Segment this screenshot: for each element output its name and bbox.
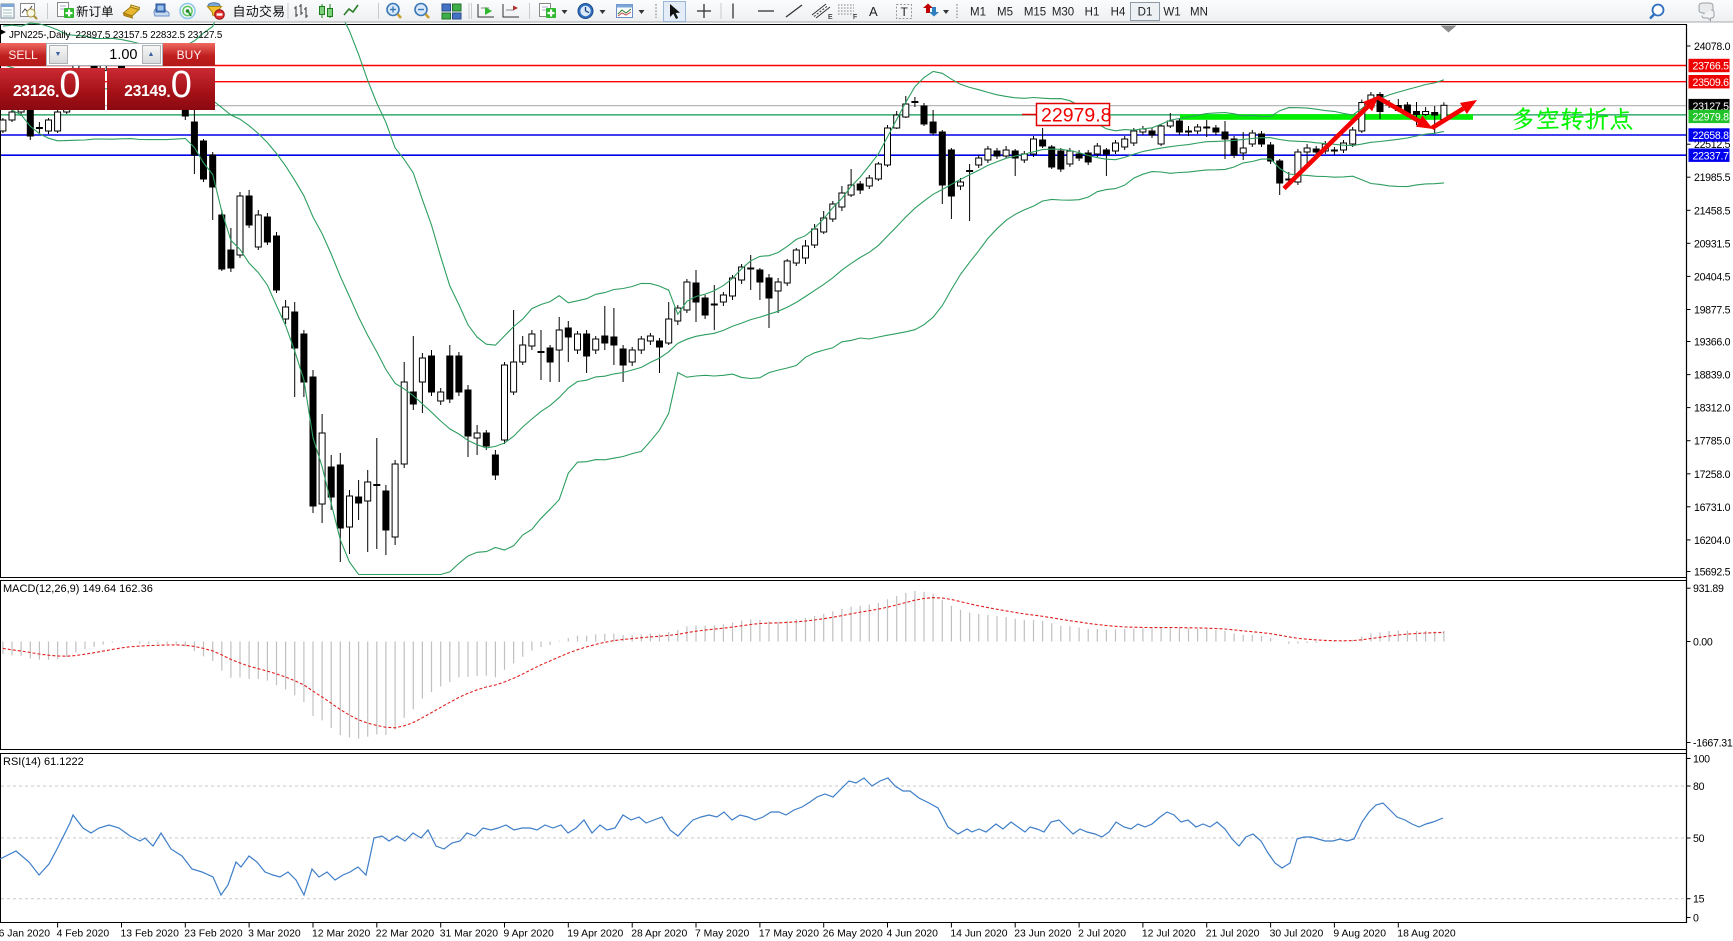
svg-text:23766.5: 23766.5 — [1693, 61, 1730, 73]
svg-text:22512.5: 22512.5 — [1694, 139, 1731, 151]
svg-text:4 Jun 2020: 4 Jun 2020 — [887, 929, 939, 940]
svg-text:17 May 2020: 17 May 2020 — [759, 929, 819, 940]
svg-text:22979.8: 22979.8 — [1693, 112, 1730, 124]
svg-text:21985.5: 21985.5 — [1694, 172, 1731, 184]
svg-text:M15: M15 — [1024, 7, 1046, 19]
svg-text:T: T — [901, 5, 909, 19]
svg-text:0: 0 — [1693, 913, 1699, 925]
svg-text:30 Jul 2020: 30 Jul 2020 — [1270, 929, 1324, 940]
svg-text:31 Mar 2020: 31 Mar 2020 — [440, 929, 499, 940]
svg-text:22658.8: 22658.8 — [1693, 130, 1730, 142]
svg-text:A: A — [869, 4, 878, 19]
svg-text:17258.0: 17258.0 — [1694, 469, 1731, 481]
svg-text:80: 80 — [1693, 781, 1705, 793]
svg-text:26 May 2020: 26 May 2020 — [823, 929, 883, 940]
svg-text:28 Apr 2020: 28 Apr 2020 — [631, 929, 687, 940]
svg-text:15: 15 — [1693, 894, 1705, 906]
svg-text:RSI(14) 61.1222: RSI(14) 61.1222 — [3, 756, 84, 768]
svg-text:E: E — [828, 14, 833, 21]
svg-text:24078.0: 24078.0 — [1694, 41, 1731, 53]
svg-text:20404.5: 20404.5 — [1694, 271, 1731, 283]
svg-text:15692.5: 15692.5 — [1694, 567, 1731, 579]
svg-text:22337.7: 22337.7 — [1693, 150, 1730, 162]
svg-text:M1: M1 — [970, 7, 986, 19]
svg-text:M5: M5 — [997, 7, 1013, 19]
svg-text:12 Jul 2020: 12 Jul 2020 — [1142, 929, 1196, 940]
svg-text:0.00: 0.00 — [1693, 637, 1713, 649]
svg-text:22979.8: 22979.8 — [1041, 105, 1112, 127]
svg-text:H1: H1 — [1085, 7, 1100, 19]
svg-text:19877.5: 19877.5 — [1694, 305, 1731, 317]
svg-text:50: 50 — [1693, 833, 1705, 845]
svg-text:-1667.31: -1667.31 — [1693, 738, 1733, 750]
svg-text:MACD(12,26,9) 149.64 162.36: MACD(12,26,9) 149.64 162.36 — [3, 583, 153, 595]
svg-text:20931.5: 20931.5 — [1694, 238, 1731, 250]
svg-text:4 Feb 2020: 4 Feb 2020 — [57, 929, 110, 940]
svg-text:7 May 2020: 7 May 2020 — [695, 929, 750, 940]
svg-text:16731.0: 16731.0 — [1694, 502, 1731, 514]
svg-text:M30: M30 — [1052, 7, 1074, 19]
svg-text:H4: H4 — [1111, 7, 1126, 19]
svg-text:23509.6: 23509.6 — [1693, 77, 1730, 89]
svg-text:13 Feb 2020: 13 Feb 2020 — [121, 929, 180, 940]
svg-text:W1: W1 — [1163, 7, 1180, 19]
svg-text:14 Jun 2020: 14 Jun 2020 — [950, 929, 1007, 940]
svg-text:JPN225-,Daily 22897.5 23157.5: JPN225-,Daily 22897.5 23157.5 22832.5 23… — [9, 30, 223, 41]
svg-text:18839.0: 18839.0 — [1694, 370, 1731, 382]
svg-text:18312.0: 18312.0 — [1694, 403, 1731, 415]
svg-text:23 Jun 2020: 23 Jun 2020 — [1014, 929, 1071, 940]
svg-text:3 Mar 2020: 3 Mar 2020 — [248, 929, 301, 940]
svg-text:23 Feb 2020: 23 Feb 2020 — [184, 929, 243, 940]
svg-text:17785.0: 17785.0 — [1694, 436, 1731, 448]
svg-text:D1: D1 — [1138, 7, 1153, 19]
svg-text:21458.5: 21458.5 — [1694, 205, 1731, 217]
svg-text:931.89: 931.89 — [1693, 583, 1724, 595]
svg-text:F: F — [853, 14, 857, 21]
svg-text:19366.0: 19366.0 — [1694, 337, 1731, 349]
svg-text:9 Aug 2020: 9 Aug 2020 — [1333, 929, 1386, 940]
svg-text:100: 100 — [1693, 754, 1710, 766]
svg-text:18 Aug 2020: 18 Aug 2020 — [1397, 929, 1456, 940]
svg-text:MN: MN — [1190, 7, 1208, 19]
svg-text:12 Mar 2020: 12 Mar 2020 — [312, 929, 371, 940]
svg-text:26 Jan 2020: 26 Jan 2020 — [0, 929, 50, 940]
svg-text:19 Apr 2020: 19 Apr 2020 — [567, 929, 623, 940]
svg-text:9 Apr 2020: 9 Apr 2020 — [504, 929, 554, 940]
svg-text:21 Jul 2020: 21 Jul 2020 — [1206, 929, 1260, 940]
svg-text:16204.0: 16204.0 — [1694, 535, 1731, 547]
svg-text:2 Jul 2020: 2 Jul 2020 — [1078, 929, 1126, 940]
svg-text:22 Mar 2020: 22 Mar 2020 — [376, 929, 435, 940]
